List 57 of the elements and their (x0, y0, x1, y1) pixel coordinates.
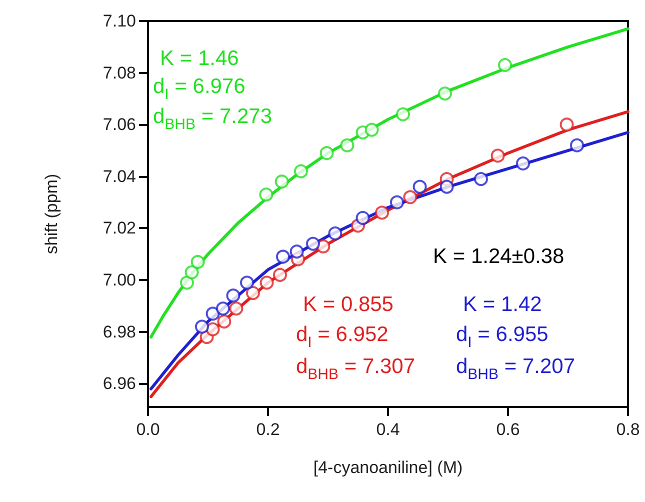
y-tick-label: 6.96 (102, 374, 136, 394)
x-axis-title: [4-cyanoaniline] (M) (313, 458, 463, 477)
x-tick-label: 0.8 (616, 420, 640, 439)
x-tick-label: 0.2 (256, 420, 280, 439)
point (364, 122, 379, 137)
point (320, 146, 334, 160)
point (474, 172, 488, 186)
point (190, 254, 205, 269)
y-tick-label: 7.06 (102, 115, 136, 134)
annotation: K = 1.46 (160, 47, 239, 70)
point (490, 148, 505, 163)
point (229, 302, 244, 316)
point (206, 322, 220, 336)
x-tick-label: 0.6 (496, 420, 520, 439)
point (276, 250, 290, 264)
point (226, 288, 240, 303)
point (340, 138, 354, 152)
point (180, 276, 194, 290)
point (195, 320, 209, 334)
point (328, 226, 342, 240)
y-tick-label: 7.02 (102, 218, 136, 238)
point (516, 156, 530, 170)
point (184, 265, 199, 280)
point (240, 276, 254, 290)
point (390, 195, 404, 210)
x-tick-label: 0.4 (376, 420, 400, 439)
y-tick-label: 6.98 (102, 322, 136, 342)
y-tick-label: 7.08 (102, 63, 136, 82)
point (498, 58, 512, 72)
y-tick-label: 7.00 (102, 270, 136, 290)
point (290, 244, 304, 259)
point (412, 180, 427, 194)
annotation: K = 1.24±0.38 (433, 245, 564, 268)
point (259, 188, 274, 202)
point (260, 276, 274, 290)
point (438, 86, 452, 101)
point (440, 180, 454, 194)
point (294, 164, 308, 178)
point (306, 236, 320, 251)
point (396, 107, 410, 122)
point (274, 174, 289, 189)
point (560, 118, 574, 132)
point (403, 190, 418, 204)
y-tick-label: 7.10 (102, 12, 136, 30)
point (273, 268, 287, 282)
point (216, 302, 230, 316)
x-tick-label: 0.0 (136, 420, 160, 439)
point (246, 286, 260, 300)
y-axis-title: shift (ppm) (42, 174, 61, 254)
point (217, 314, 232, 329)
y-tick-label: 7.04 (102, 166, 136, 186)
point (570, 138, 584, 152)
annotation: K = 0.855 (303, 293, 394, 316)
annotation: K = 1.42 (463, 293, 542, 316)
point (356, 210, 370, 225)
point (206, 306, 220, 321)
point (375, 206, 389, 220)
